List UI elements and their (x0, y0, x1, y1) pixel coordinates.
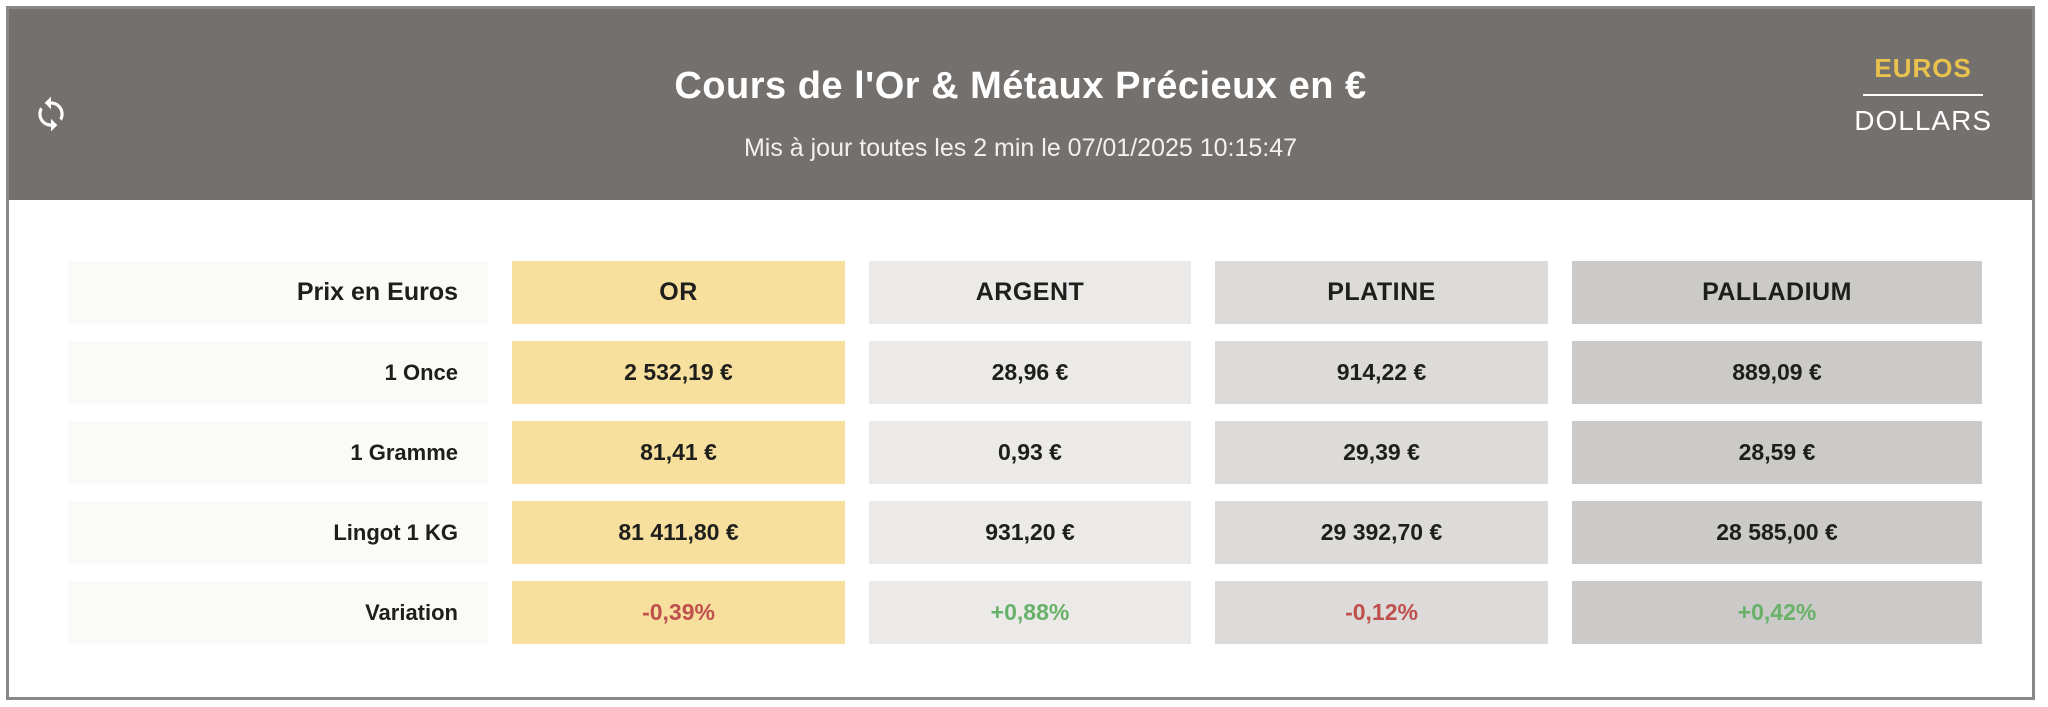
variation-palladium: +0,42% (1572, 581, 1982, 644)
price-lingot-palladium: 28 585,00 € (1572, 501, 1982, 564)
column-header-palladium: PALLADIUM (1572, 261, 1982, 324)
price-once-platine: 914,22 € (1215, 341, 1548, 404)
column-header-platine: PLATINE (1215, 261, 1548, 324)
price-lingot-argent: 931,20 € (869, 501, 1191, 564)
column-header-or: OR (512, 261, 845, 324)
price-lingot-platine: 29 392,70 € (1215, 501, 1548, 564)
widget-header: Cours de l'Or & Métaux Précieux en € Mis… (9, 9, 2032, 200)
row-label-gramme: 1 Gramme (68, 421, 488, 484)
refresh-icon (32, 95, 70, 133)
currency-toggle-divider (1863, 94, 1984, 96)
currency-option-dollars[interactable]: DOLLARS (1854, 105, 1992, 136)
price-gramme-argent: 0,93 € (869, 421, 1191, 484)
currency-option-euros[interactable]: EUROS (1874, 53, 1972, 83)
price-once-palladium: 889,09 € (1572, 341, 1982, 404)
variation-argent: +0,88% (869, 581, 1191, 644)
last-updated-text: Mis à jour toutes les 2 min le 07/01/202… (743, 134, 1298, 162)
price-gramme-palladium: 28,59 € (1572, 421, 1982, 484)
price-lingot-or: 81 411,80 € (512, 501, 845, 564)
page-title: Cours de l'Or & Métaux Précieux en € (674, 65, 1367, 107)
gold-price-widget: Cours de l'Or & Métaux Précieux en € Mis… (6, 6, 2035, 700)
row-label-lingot: Lingot 1 KG (68, 501, 488, 564)
row-label-variation: Variation (68, 581, 488, 644)
refresh-button[interactable] (32, 95, 70, 133)
price-once-or: 2 532,19 € (512, 341, 845, 404)
price-once-argent: 28,96 € (869, 341, 1191, 404)
price-gramme-or: 81,41 € (512, 421, 845, 484)
column-header-argent: ARGENT (869, 261, 1191, 324)
header-titles: Cours de l'Or & Métaux Précieux en € Mis… (9, 9, 2032, 163)
variation-platine: -0,12% (1215, 581, 1548, 644)
price-table: Prix en Euros OR ARGENT PLATINE PALLADIU… (68, 261, 2032, 644)
currency-toggle: EUROS DOLLARS (1854, 53, 1992, 137)
table-corner-label: Prix en Euros (68, 261, 488, 324)
variation-or: -0,39% (512, 581, 845, 644)
price-gramme-platine: 29,39 € (1215, 421, 1548, 484)
row-label-once: 1 Once (68, 341, 488, 404)
